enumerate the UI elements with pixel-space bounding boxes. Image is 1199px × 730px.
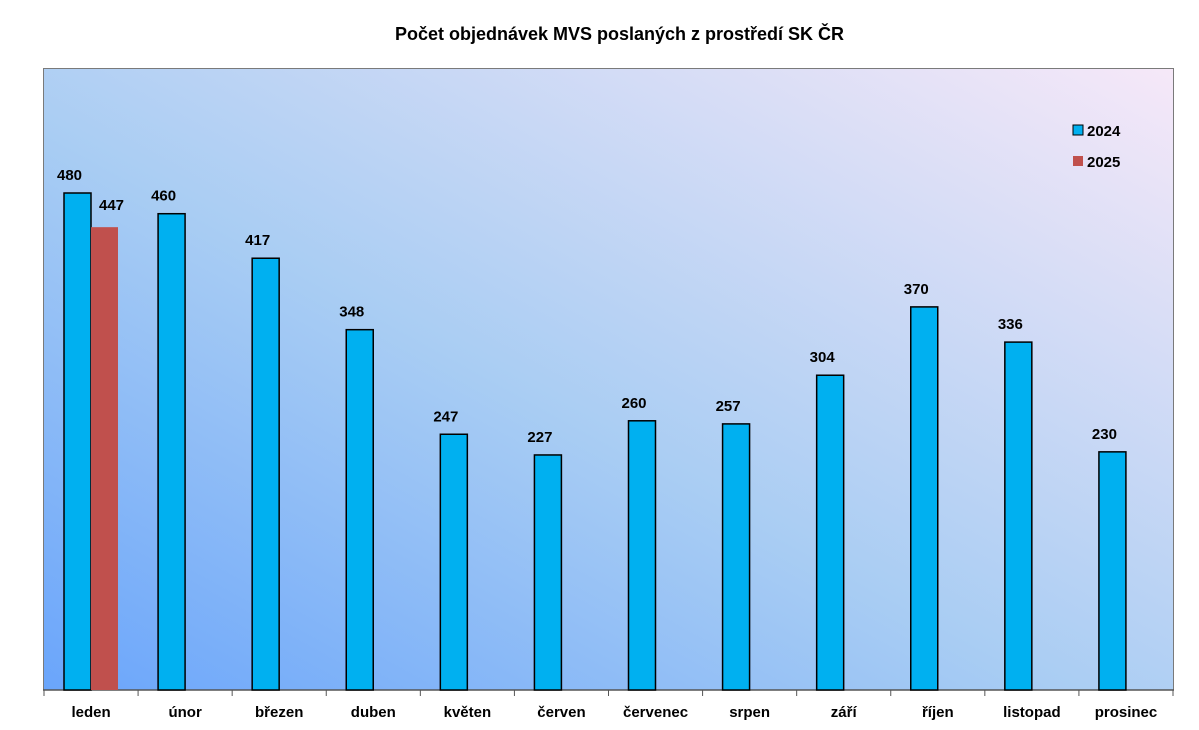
x-tick-label: červenec bbox=[623, 704, 688, 721]
bar-2024 bbox=[627, 420, 657, 691]
bar-2024 bbox=[1004, 341, 1033, 691]
data-label-2024: 336 bbox=[998, 316, 1023, 333]
bar-2024 bbox=[1098, 451, 1127, 691]
legend-swatch-2024 bbox=[1072, 124, 1084, 136]
bar-2024 bbox=[815, 374, 845, 691]
legend-label-2024: 2024 bbox=[1087, 123, 1121, 140]
data-label-2024: 417 bbox=[245, 232, 270, 249]
bar-2025 bbox=[91, 227, 118, 690]
x-tick-label: říjen bbox=[922, 704, 954, 721]
data-label-2024: 348 bbox=[339, 304, 364, 321]
bar-2024 bbox=[157, 212, 186, 691]
bar-2024 bbox=[345, 328, 374, 691]
bar-2024 bbox=[721, 423, 751, 691]
data-label-2024: 370 bbox=[904, 281, 929, 298]
data-label-2024: 257 bbox=[716, 398, 741, 415]
x-tick-label: srpen bbox=[729, 704, 770, 721]
x-tick-label: září bbox=[831, 704, 858, 721]
x-tick-label: červen bbox=[537, 704, 585, 721]
bar-2024 bbox=[63, 192, 92, 691]
data-label-2024: 260 bbox=[621, 395, 646, 412]
data-label-2024: 227 bbox=[527, 429, 552, 446]
data-label-2024: 230 bbox=[1092, 426, 1117, 443]
x-tick-label: únor bbox=[168, 704, 201, 721]
bar-2024 bbox=[533, 454, 563, 691]
plot-area bbox=[43, 68, 1174, 690]
x-tick-label: prosinec bbox=[1095, 704, 1158, 721]
bar-2024 bbox=[910, 306, 939, 691]
chart-title: Počet objednávek MVS poslaných z prostře… bbox=[394, 24, 845, 44]
data-label-2024: 460 bbox=[151, 188, 176, 205]
legend-label-2025: 2025 bbox=[1087, 154, 1120, 171]
data-label-2025: 447 bbox=[99, 197, 124, 214]
x-tick-label: listopad bbox=[1003, 704, 1061, 721]
x-tick-label: květen bbox=[444, 704, 492, 721]
data-label-2024: 480 bbox=[57, 167, 82, 184]
bar-2024 bbox=[251, 257, 280, 691]
x-tick-label: leden bbox=[71, 704, 110, 721]
x-tick-label: březen bbox=[255, 704, 303, 721]
x-tick-label: duben bbox=[351, 704, 396, 721]
bar-2024 bbox=[439, 433, 469, 691]
data-label-2024: 247 bbox=[433, 408, 458, 425]
legend-swatch-2025 bbox=[1073, 156, 1083, 166]
data-label-2024: 304 bbox=[810, 349, 836, 366]
